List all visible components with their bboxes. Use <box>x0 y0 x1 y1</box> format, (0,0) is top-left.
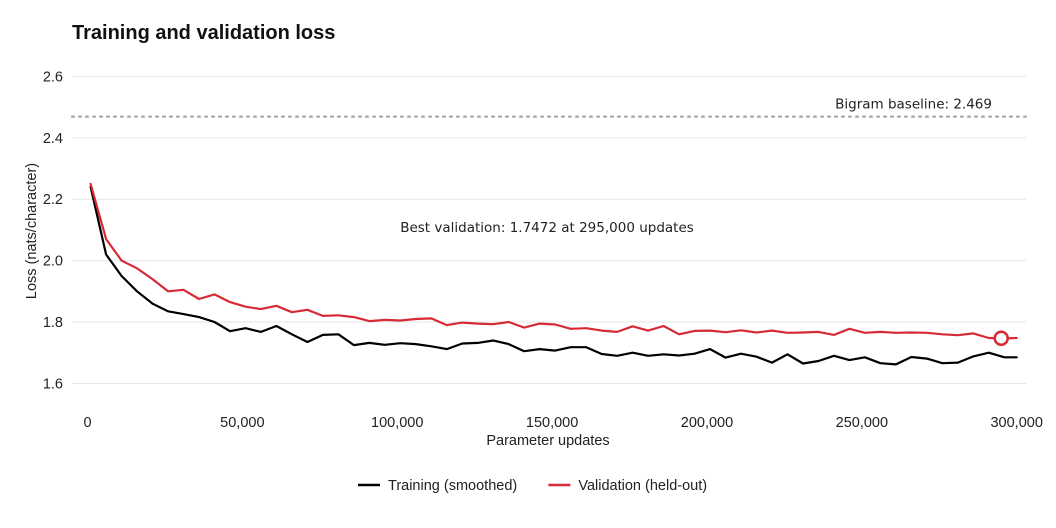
best-validation-annotation: Best validation: 1.7472 at 295,000 updat… <box>400 220 694 236</box>
x-axis-ticks: 0 50,000 100,000 150,000 200,000 250,000 300,0… <box>83 415 1042 431</box>
x-tick-label: 200,000 <box>681 415 733 431</box>
y-tick-label: 1.6 <box>43 376 63 392</box>
x-tick-label: 0 <box>83 415 91 431</box>
y-tick-label: 1.8 <box>43 315 63 331</box>
y-tick-label: 2.0 <box>43 254 63 270</box>
gridlines <box>72 75 1026 384</box>
y-tick-label: 2.2 <box>43 192 63 208</box>
x-tick-label: 300,000 <box>990 415 1042 431</box>
legend: Training (smoothed) Validation (held-out) <box>358 478 707 494</box>
y-axis-label: Loss (nats/character) <box>24 163 40 299</box>
validation-series-line <box>89 182 1018 340</box>
x-tick-label: 150,000 <box>526 415 578 431</box>
x-tick-label: 100,000 <box>371 415 423 431</box>
x-tick-label: 250,000 <box>836 415 888 431</box>
series-group <box>89 182 1018 366</box>
legend-label-training: Training (smoothed) <box>388 478 517 494</box>
best-validation-marker <box>993 330 1009 346</box>
x-axis-label: Parameter updates <box>486 433 609 449</box>
training-series-line <box>89 185 1018 366</box>
baseline-group: Bigram baseline: 2.469 <box>70 97 1028 118</box>
chart-title: Training and validation loss <box>72 22 335 44</box>
x-tick-label: 50,000 <box>220 415 264 431</box>
y-tick-label: 2.6 <box>43 69 63 85</box>
y-axis-ticks: 1.6 1.8 2.0 2.2 2.4 2.6 <box>43 69 63 392</box>
legend-label-validation: Validation (held-out) <box>578 478 707 494</box>
best-point-group <box>993 330 1009 346</box>
baseline-label: Bigram baseline: 2.469 <box>835 97 992 113</box>
y-tick-label: 2.4 <box>43 131 63 147</box>
